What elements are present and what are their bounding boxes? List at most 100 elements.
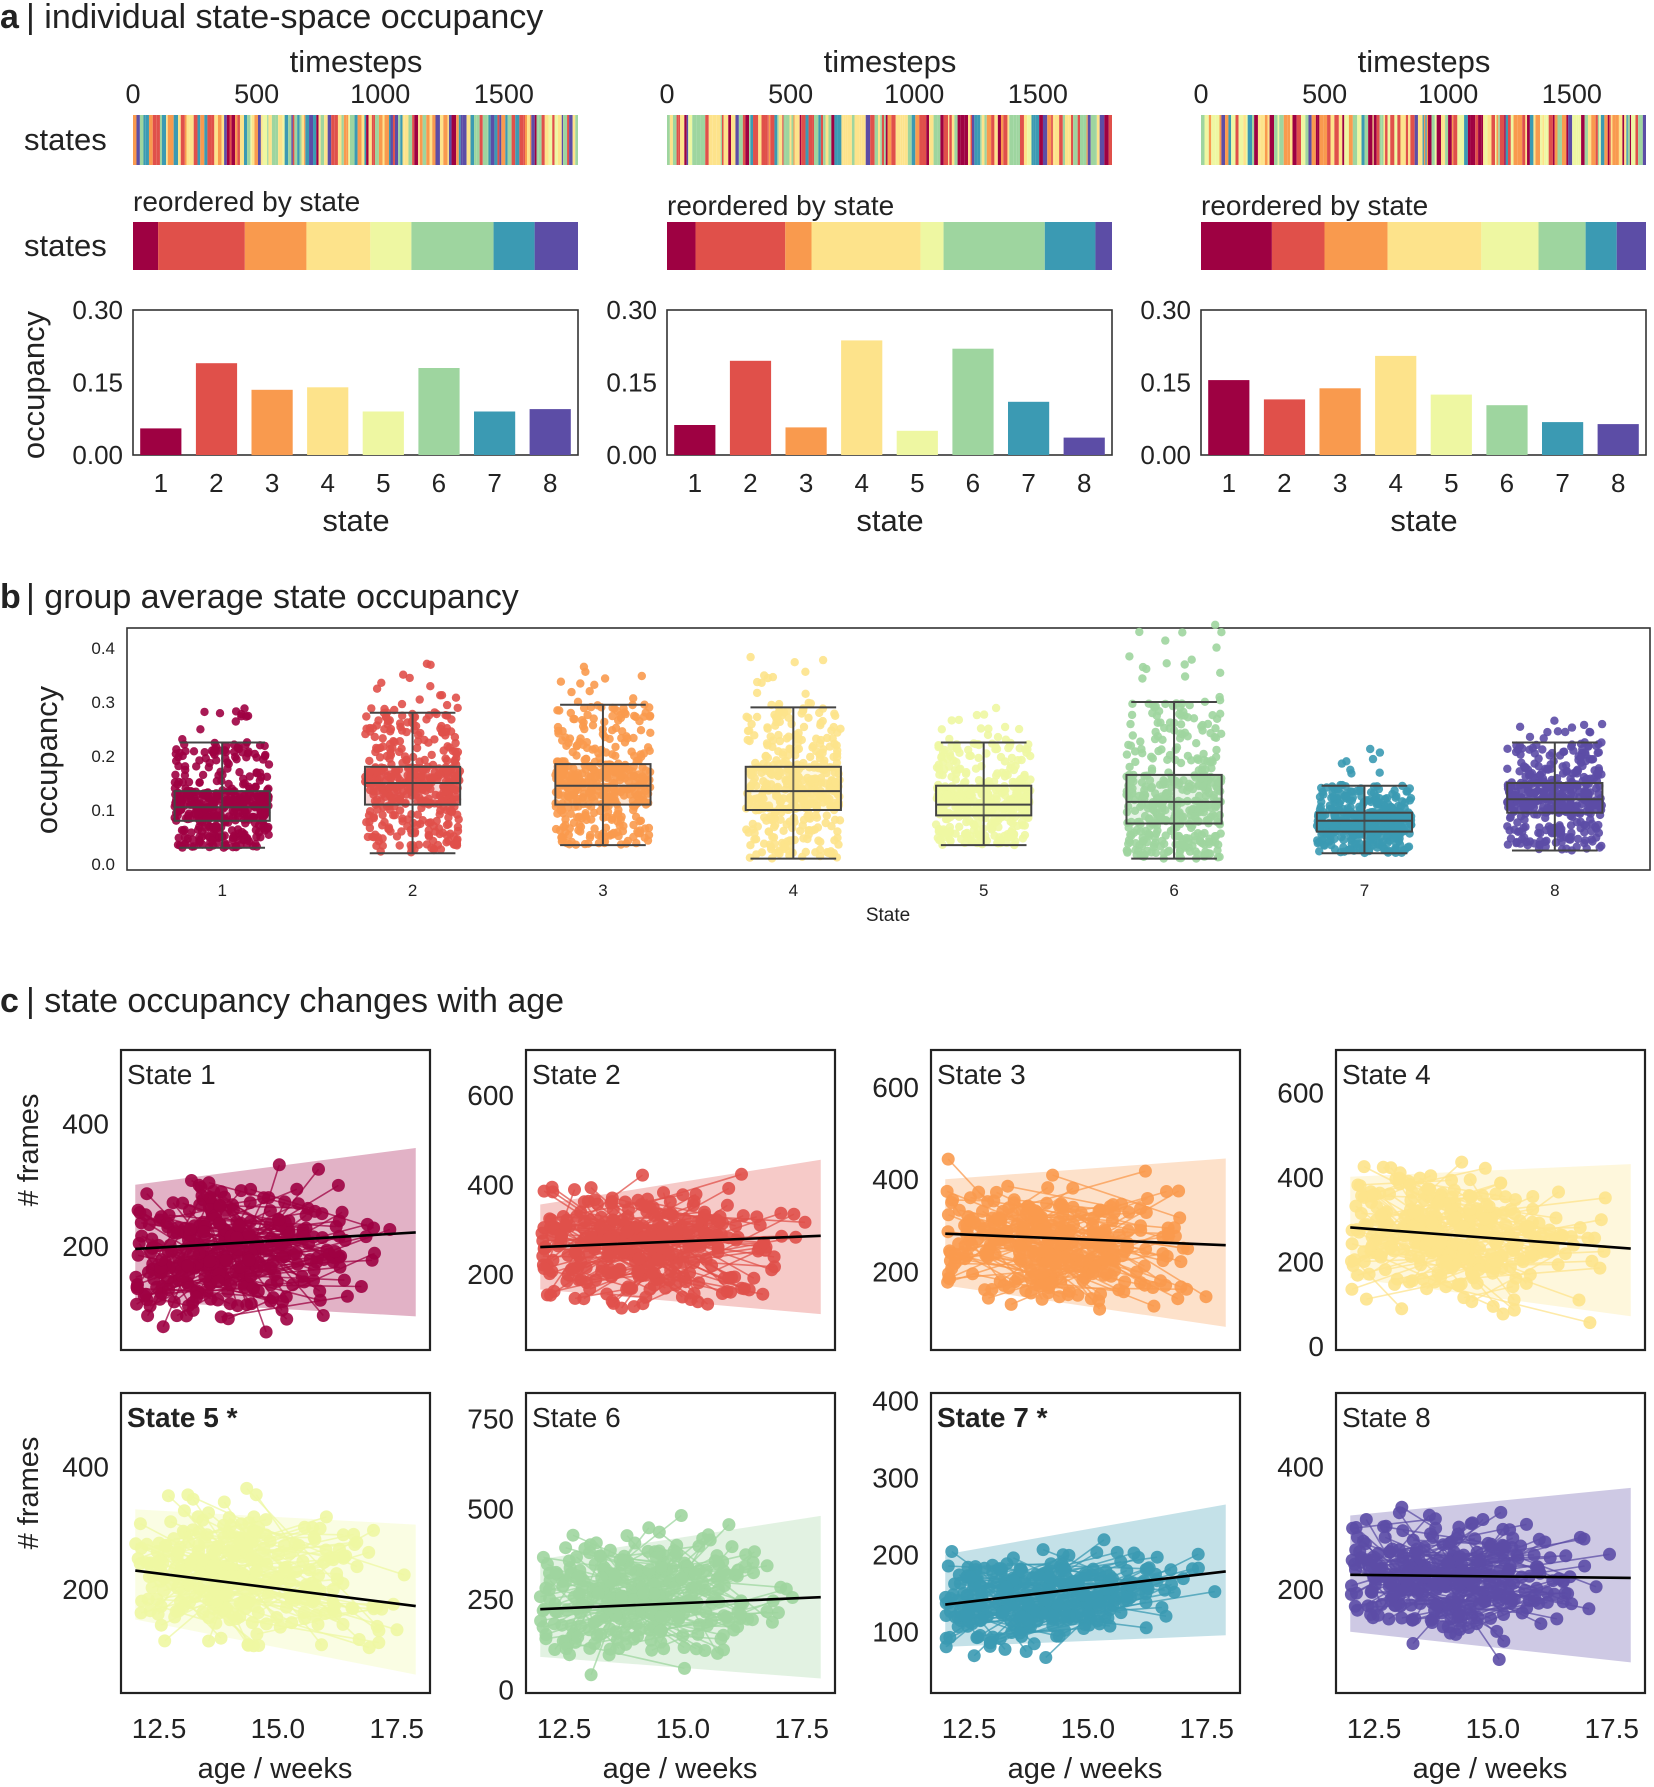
box-point xyxy=(947,716,956,725)
bar-xtick-label: 4 xyxy=(320,468,334,498)
timeline-stripe xyxy=(777,115,779,165)
timeline-stripe xyxy=(957,115,961,165)
box-point xyxy=(1161,699,1170,709)
timeline-stripe xyxy=(422,115,427,165)
timeline-stripe xyxy=(392,115,395,165)
box-point xyxy=(368,724,378,733)
timeline-stripe xyxy=(364,115,367,165)
box-point xyxy=(1586,728,1595,737)
subject-point xyxy=(724,1285,738,1299)
timeline-stripe xyxy=(1104,115,1109,165)
box-point xyxy=(1215,692,1224,702)
timeline-stripe xyxy=(412,115,415,165)
box-point xyxy=(1541,842,1550,851)
timeline-stripe xyxy=(1000,115,1004,165)
box-point xyxy=(590,680,599,689)
timeline-stripe xyxy=(1215,115,1220,165)
box-point xyxy=(1211,724,1220,733)
timeline-tick-label: 500 xyxy=(768,79,813,109)
box-point xyxy=(763,723,772,732)
timeline-stripe xyxy=(1235,115,1239,165)
subject-point xyxy=(603,1250,617,1264)
box-point xyxy=(212,790,222,800)
bar-state-8 xyxy=(529,409,571,455)
timeline-stripe xyxy=(515,115,520,165)
timeline-stripe xyxy=(1505,115,1508,165)
subject-point xyxy=(625,1282,639,1295)
box-point xyxy=(751,835,761,844)
bar-xtick-label: 7 xyxy=(487,468,501,498)
box-point xyxy=(193,806,202,816)
box-point xyxy=(390,738,399,747)
timeline-stripe xyxy=(1440,115,1444,165)
timeline-stripe xyxy=(1279,115,1284,165)
timeline-stripe xyxy=(794,115,798,165)
box-point xyxy=(954,807,964,817)
regression-line xyxy=(135,1231,416,1251)
bar-axes-frame xyxy=(666,309,1113,456)
box-point xyxy=(793,745,802,754)
timeline-stripe xyxy=(1385,115,1388,165)
box-point xyxy=(250,749,259,759)
box-point xyxy=(1005,741,1014,751)
timeline-stripe xyxy=(749,115,751,165)
box-point xyxy=(1176,703,1185,712)
box-point xyxy=(374,716,383,725)
subject-point xyxy=(242,1253,256,1267)
timeline-stripe xyxy=(1626,115,1628,165)
timeline-stripe xyxy=(818,115,821,165)
box-point xyxy=(638,763,647,772)
subject-point xyxy=(634,1198,648,1212)
box-point xyxy=(835,816,845,825)
timeline-tick-label: 0 xyxy=(1193,79,1208,109)
timeline-stripe xyxy=(466,115,471,165)
timeline-stripe xyxy=(1219,115,1222,165)
timeline-stripe xyxy=(1292,115,1297,165)
timeline-stripe xyxy=(402,115,405,165)
box-point xyxy=(415,695,424,704)
timeline-stripe xyxy=(341,115,344,165)
box-point xyxy=(1530,789,1539,798)
timeline-stripe xyxy=(156,115,160,165)
box-ytick-label: 0.2 xyxy=(91,747,115,766)
timeline-stripe xyxy=(1381,115,1384,165)
box-point xyxy=(1503,744,1512,753)
box-point xyxy=(1142,664,1151,674)
box-point xyxy=(1197,830,1207,839)
subject-point xyxy=(150,1280,164,1294)
box-point xyxy=(195,756,204,765)
reordered-segment-state-3 xyxy=(785,222,812,270)
timeline-stripe xyxy=(738,115,743,165)
box-point xyxy=(935,765,944,774)
box-point xyxy=(566,809,575,818)
subject-point xyxy=(354,1280,368,1293)
box-xtick-label: 6 xyxy=(1169,881,1178,900)
box-point xyxy=(1198,782,1207,791)
box-point xyxy=(790,658,799,667)
box-point xyxy=(1405,784,1415,793)
bar-xtick-label: 7 xyxy=(1555,468,1569,498)
bar-axes-frame xyxy=(1200,309,1647,456)
timeline-stripe xyxy=(1087,115,1091,165)
timeline-stripe xyxy=(1572,115,1577,165)
timeline-stripe xyxy=(902,115,905,165)
box-point xyxy=(1317,797,1326,806)
bar-ytick-label: 0.00 xyxy=(606,440,657,470)
box-point xyxy=(242,712,251,721)
box-point xyxy=(1171,755,1180,765)
box-point xyxy=(799,758,808,768)
box-point xyxy=(951,829,960,838)
bar-state-1 xyxy=(674,425,716,455)
scatter-title: State 2 xyxy=(532,1059,621,1090)
subject-point xyxy=(232,1219,246,1233)
box-point xyxy=(579,703,589,713)
timeline-stripe xyxy=(1073,115,1078,165)
scatter-ytick-label: 400 xyxy=(62,1108,109,1139)
timeline-stripe xyxy=(735,115,739,165)
box-point xyxy=(189,747,199,756)
bar-ytick-label: 0.15 xyxy=(1140,368,1191,398)
subject-point xyxy=(607,1296,621,1310)
reordered-segment-state-4 xyxy=(811,222,921,270)
panel-b-xlabel: State xyxy=(866,905,910,926)
box-point xyxy=(1558,769,1568,778)
